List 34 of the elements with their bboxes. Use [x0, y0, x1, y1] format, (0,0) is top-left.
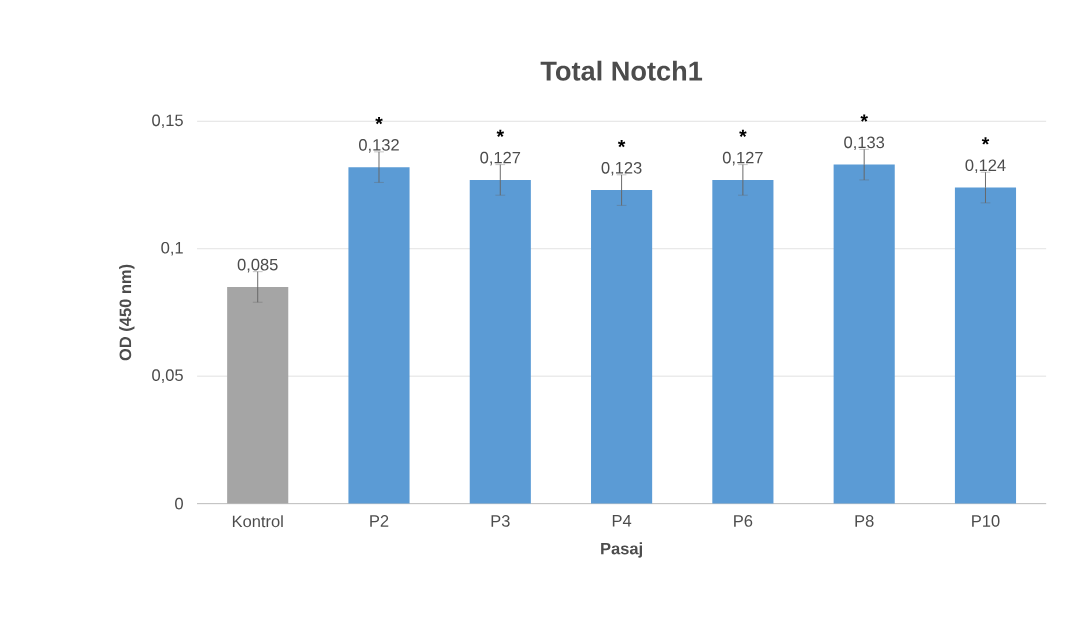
data-label: 0,085	[237, 258, 278, 273]
data-label: 0,127	[722, 151, 763, 166]
data-label: 0,127	[480, 151, 521, 166]
annotation: *	[860, 114, 868, 122]
y-axis-title: OD (450 nm)	[119, 264, 135, 361]
data-label: 0,132	[359, 138, 399, 153]
y-tick-label: 0,1	[161, 241, 183, 256]
annotation: *	[375, 116, 383, 125]
data-label: 0,124	[965, 159, 1006, 173]
x-tick-label: Kontrol	[232, 514, 283, 528]
x-tick-label: P6	[734, 514, 753, 527]
annotation: *	[496, 129, 505, 137]
bar	[348, 166, 410, 504]
y-tick-label: 0	[175, 497, 183, 510]
y-tick-label: 0,05	[152, 369, 183, 383]
annotation: *	[739, 129, 747, 137]
annotation: *	[981, 137, 990, 145]
bar	[712, 179, 774, 504]
chart-title: Total Notch1	[540, 60, 703, 81]
x-tick-label: P3	[491, 514, 510, 527]
data-label: 0,123	[601, 161, 642, 176]
bar	[833, 164, 895, 504]
annotation: *	[617, 139, 626, 147]
x-tick-label: P4	[612, 514, 632, 527]
bar	[227, 286, 289, 504]
data-label: 0,133	[844, 136, 885, 150]
bar	[591, 189, 653, 504]
x-tick-label: P2	[370, 514, 389, 527]
bar	[954, 187, 1017, 504]
y-tick-label: 0,15	[152, 114, 183, 128]
x-axis-title: Pasaj	[601, 542, 642, 558]
x-tick-label: P10	[972, 514, 1000, 527]
bar	[469, 179, 531, 504]
x-tick-label: P8	[855, 514, 874, 527]
